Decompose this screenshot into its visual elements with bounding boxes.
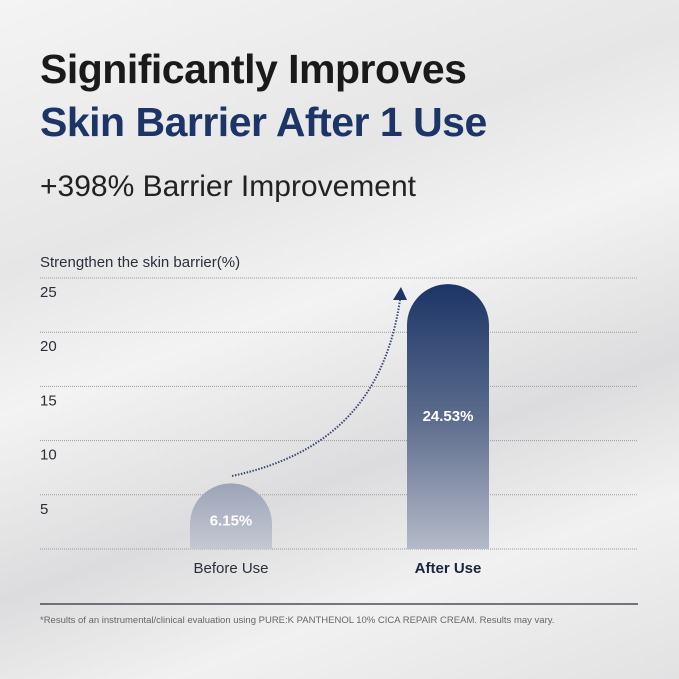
category-label: Before Use <box>193 560 268 577</box>
y-tick-label: 10 <box>40 447 57 464</box>
y-tick-label: 15 <box>40 392 57 409</box>
bar-after <box>407 284 489 549</box>
category-label: After Use <box>415 560 482 577</box>
growth-arrow-path <box>231 299 401 477</box>
y-tick-label: 5 <box>40 501 48 518</box>
data-label: 6.15% <box>210 512 253 529</box>
subheadline: +398% Barrier Improvement <box>40 170 416 203</box>
y-axis-label: Strengthen the skin barrier(%) <box>40 254 241 271</box>
headline-line1: Significantly Improves <box>40 46 467 92</box>
y-tick-label: 20 <box>40 338 57 355</box>
arrow-head-icon <box>393 287 407 300</box>
headline-line2: Skin Barrier After 1 Use <box>40 99 487 145</box>
data-label: 24.53% <box>423 408 474 425</box>
footnote: *Results of an instrumental/clinical eva… <box>40 615 555 626</box>
y-tick-label: 25 <box>40 284 57 301</box>
bar-before <box>190 483 272 549</box>
